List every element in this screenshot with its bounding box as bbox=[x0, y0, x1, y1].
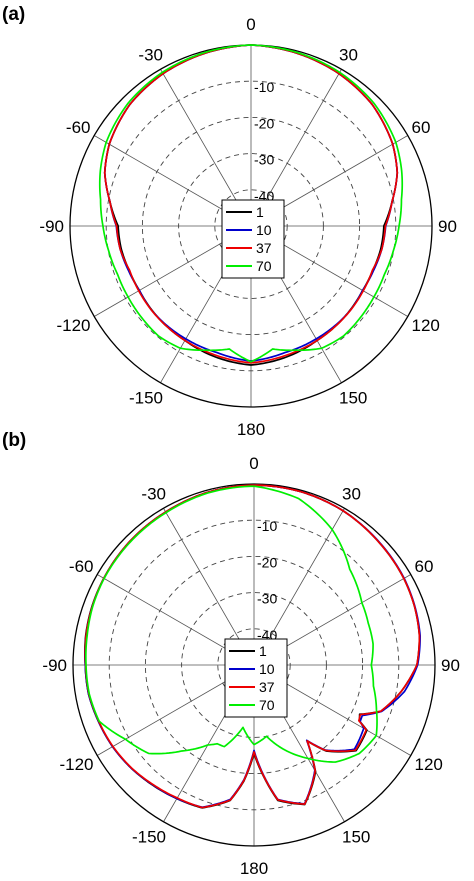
panel-b: (b) -10-20-30-400306090120150180-150-120… bbox=[2, 430, 460, 878]
legend-label-37: 37 bbox=[259, 679, 275, 695]
panel-a: (a) -10-20-30-400306090120150180-150-120… bbox=[2, 4, 457, 439]
radial-tick-label: -20 bbox=[257, 554, 277, 570]
angle-tick-label: -90 bbox=[39, 217, 64, 236]
radial-gridline bbox=[144, 555, 364, 775]
radial-gridline bbox=[181, 592, 327, 738]
radial-gridline bbox=[178, 153, 324, 299]
legend-label-10: 10 bbox=[259, 661, 275, 677]
angle-tick-label: 180 bbox=[237, 420, 265, 439]
angle-tick-label: -60 bbox=[69, 557, 94, 576]
radial-gridline bbox=[105, 80, 397, 372]
angle-tick-label: 60 bbox=[412, 118, 431, 137]
legend-label-1: 1 bbox=[256, 204, 264, 220]
series-line-70 bbox=[98, 44, 404, 363]
angle-tick-label: -90 bbox=[42, 656, 67, 675]
angle-tick-label: -60 bbox=[66, 118, 91, 137]
angle-tick-label: 0 bbox=[249, 454, 258, 473]
angle-tick-label: -120 bbox=[59, 755, 93, 774]
angle-tick-label: 120 bbox=[412, 316, 440, 335]
series-line-37 bbox=[84, 484, 421, 809]
radial-tick-label: -10 bbox=[254, 79, 274, 95]
outer-circle bbox=[72, 483, 436, 847]
angle-tick-label: 90 bbox=[438, 217, 457, 236]
angle-tick-label: -30 bbox=[141, 485, 166, 504]
radial-gridline bbox=[108, 519, 400, 811]
angle-tick-label: -150 bbox=[129, 389, 163, 408]
angle-tick-label: 0 bbox=[246, 15, 255, 34]
angle-tick-label: 150 bbox=[339, 389, 367, 408]
angle-tick-label: 90 bbox=[441, 656, 460, 675]
legend: 1 10 37 70 bbox=[221, 199, 285, 279]
angle-tick-label: -30 bbox=[138, 46, 163, 65]
radial-tick-label: -30 bbox=[254, 152, 274, 168]
angle-tick-label: -150 bbox=[132, 828, 166, 847]
legend-label-70: 70 bbox=[256, 258, 272, 274]
radial-gridline bbox=[141, 116, 361, 336]
legend-label-37: 37 bbox=[256, 240, 272, 256]
legend-label-10: 10 bbox=[256, 222, 272, 238]
angle-tick-label: 30 bbox=[342, 485, 361, 504]
radial-tick-label: -20 bbox=[254, 115, 274, 131]
panel-label: (b) bbox=[2, 430, 26, 451]
legend: 1 10 37 70 bbox=[224, 638, 288, 718]
angle-tick-label: 60 bbox=[415, 557, 434, 576]
angle-tick-label: 30 bbox=[339, 46, 358, 65]
angle-tick-label: 120 bbox=[415, 755, 443, 774]
angle-tick-label: 150 bbox=[342, 828, 370, 847]
angle-tick-label: 180 bbox=[240, 859, 268, 878]
angle-tick-label: -120 bbox=[56, 316, 90, 335]
series-line-70 bbox=[84, 485, 378, 763]
legend-label-70: 70 bbox=[259, 697, 275, 713]
legend-label-1: 1 bbox=[259, 643, 267, 659]
radial-tick-label: -30 bbox=[257, 591, 277, 607]
radial-tick-label: -10 bbox=[257, 518, 277, 534]
panel-label: (a) bbox=[2, 4, 25, 25]
